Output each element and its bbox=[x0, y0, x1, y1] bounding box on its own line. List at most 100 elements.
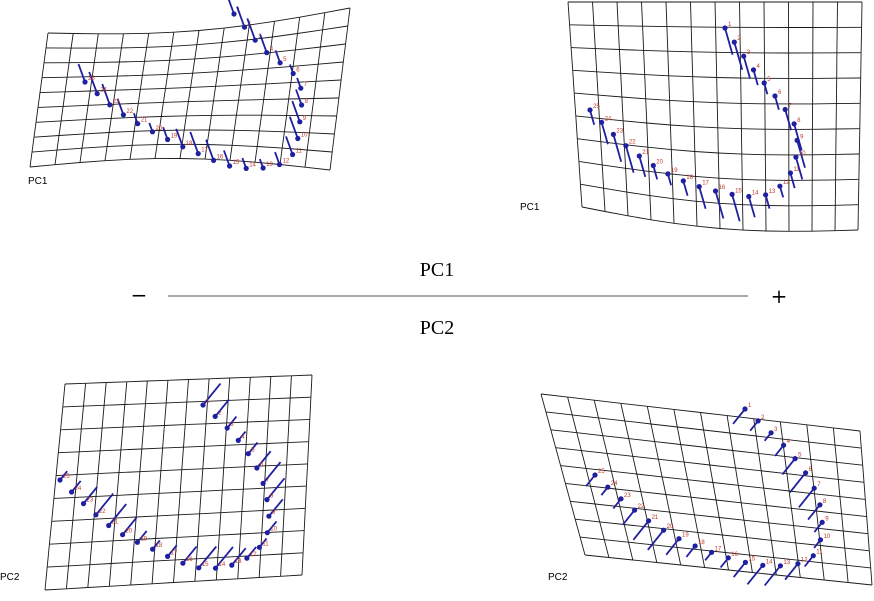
grid-line bbox=[122, 425, 144, 428]
landmark: 24 bbox=[88, 71, 108, 97]
grid-line bbox=[51, 519, 73, 522]
grid-line bbox=[270, 375, 292, 377]
grid-line bbox=[310, 374, 313, 398]
grid-line bbox=[93, 517, 116, 520]
grid-line bbox=[654, 441, 681, 445]
grid-line bbox=[725, 552, 750, 556]
grid-line bbox=[140, 87, 166, 90]
grid-line bbox=[728, 569, 753, 573]
grid-line bbox=[668, 75, 671, 101]
grid-line bbox=[79, 160, 106, 163]
grid-line bbox=[242, 55, 246, 71]
grid-line bbox=[111, 561, 133, 564]
grid-line bbox=[650, 423, 656, 442]
landmark-point bbox=[260, 480, 266, 486]
grid-line bbox=[647, 147, 650, 172]
grid-line bbox=[570, 47, 574, 71]
grid-line bbox=[576, 432, 582, 451]
grid-line bbox=[601, 164, 605, 189]
grid-line bbox=[835, 178, 859, 181]
grid-line bbox=[60, 428, 82, 431]
grid-line bbox=[173, 559, 176, 583]
landmark-point bbox=[93, 512, 99, 518]
grid-line bbox=[793, 525, 797, 543]
grid-line bbox=[309, 397, 312, 420]
landmark-point bbox=[264, 497, 270, 503]
minus-sign: − bbox=[131, 283, 148, 307]
landmark-point bbox=[709, 549, 715, 555]
grid-line bbox=[234, 129, 260, 132]
landmark-number: 17 bbox=[715, 546, 722, 552]
grid-line bbox=[66, 587, 88, 590]
landmark: 12 bbox=[777, 180, 790, 198]
deformation-grid bbox=[540, 393, 873, 586]
grid-line bbox=[293, 63, 319, 67]
grid-line bbox=[680, 564, 705, 568]
grid-line bbox=[657, 459, 663, 477]
grid-line bbox=[578, 161, 581, 185]
grid-line bbox=[857, 179, 860, 205]
grid-line bbox=[229, 376, 251, 379]
landmark-vectors: 1234567891011121314151617181920212223242… bbox=[77, 0, 309, 171]
grid-line bbox=[29, 164, 56, 168]
landmark-point bbox=[761, 80, 767, 86]
grid-line bbox=[696, 225, 721, 229]
landmark: 12 bbox=[274, 151, 290, 168]
grid-line bbox=[227, 377, 231, 401]
grid-line bbox=[160, 469, 182, 472]
plus-sign: + bbox=[771, 284, 788, 308]
landmark-number: 17 bbox=[201, 148, 208, 154]
landmark: 24 bbox=[599, 116, 612, 145]
grid-line bbox=[99, 428, 103, 451]
grid-line bbox=[138, 101, 164, 104]
grid-line bbox=[265, 82, 291, 85]
grid-line bbox=[223, 466, 245, 469]
grid-line bbox=[264, 486, 286, 489]
grid-line bbox=[178, 513, 200, 516]
grid-line bbox=[187, 87, 192, 102]
grid-line bbox=[608, 557, 633, 561]
displacement-vector bbox=[108, 503, 127, 527]
landmark-point bbox=[755, 418, 761, 424]
grid-line bbox=[289, 375, 292, 399]
landmark: 5 bbox=[781, 453, 802, 475]
grid-line bbox=[247, 420, 269, 423]
landmark-number: 1 bbox=[206, 399, 210, 405]
grid-line bbox=[221, 39, 248, 44]
landmark-point bbox=[768, 430, 774, 436]
grid-line bbox=[692, 76, 717, 78]
landmark-number: 25 bbox=[593, 104, 600, 110]
displacement-vector bbox=[189, 131, 200, 154]
landmark-point bbox=[245, 451, 251, 457]
grid-line bbox=[540, 393, 547, 413]
landmark-number: 1 bbox=[748, 403, 752, 409]
grid-line bbox=[288, 418, 310, 421]
grid-line bbox=[271, 21, 275, 38]
grid-line bbox=[269, 376, 272, 399]
grid-line bbox=[141, 61, 145, 76]
grid-line bbox=[225, 443, 247, 446]
grid-line bbox=[684, 461, 710, 466]
grid-line bbox=[62, 383, 66, 407]
landmark: 1 bbox=[732, 403, 752, 425]
landmark-point bbox=[610, 131, 617, 137]
grid-line bbox=[173, 30, 200, 33]
landmark-point bbox=[592, 472, 598, 478]
grid-line bbox=[299, 12, 325, 18]
grid-line bbox=[130, 583, 153, 586]
grid-line bbox=[347, 7, 351, 27]
grid-line bbox=[345, 25, 349, 45]
landmark-point bbox=[227, 163, 233, 169]
grid-line bbox=[647, 405, 674, 410]
displacement-vector bbox=[227, 0, 235, 15]
grid-line bbox=[649, 195, 674, 200]
grid-line bbox=[624, 420, 652, 425]
grid-line bbox=[92, 75, 118, 78]
landmark-number: 10 bbox=[799, 151, 806, 157]
displacement-vector bbox=[205, 139, 215, 161]
landmark-number: 4 bbox=[270, 47, 274, 53]
landmark-point bbox=[819, 519, 825, 525]
grid-line bbox=[256, 130, 260, 147]
landmark-point bbox=[149, 129, 156, 135]
